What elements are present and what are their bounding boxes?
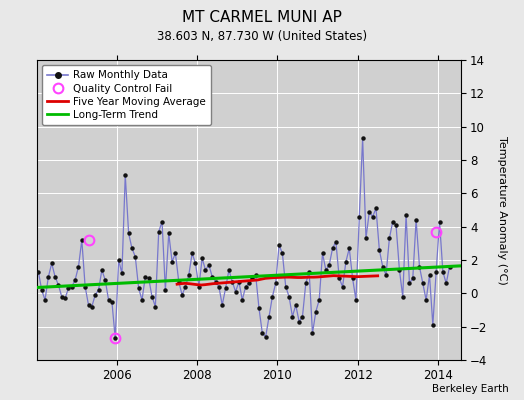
Text: 38.603 N, 87.730 W (United States): 38.603 N, 87.730 W (United States)	[157, 30, 367, 43]
Legend: Raw Monthly Data, Quality Control Fail, Five Year Moving Average, Long-Term Tren: Raw Monthly Data, Quality Control Fail, …	[42, 65, 211, 125]
Text: MT CARMEL MUNI AP: MT CARMEL MUNI AP	[182, 10, 342, 25]
Y-axis label: Temperature Anomaly (°C): Temperature Anomaly (°C)	[497, 136, 507, 284]
Text: Berkeley Earth: Berkeley Earth	[432, 384, 508, 394]
